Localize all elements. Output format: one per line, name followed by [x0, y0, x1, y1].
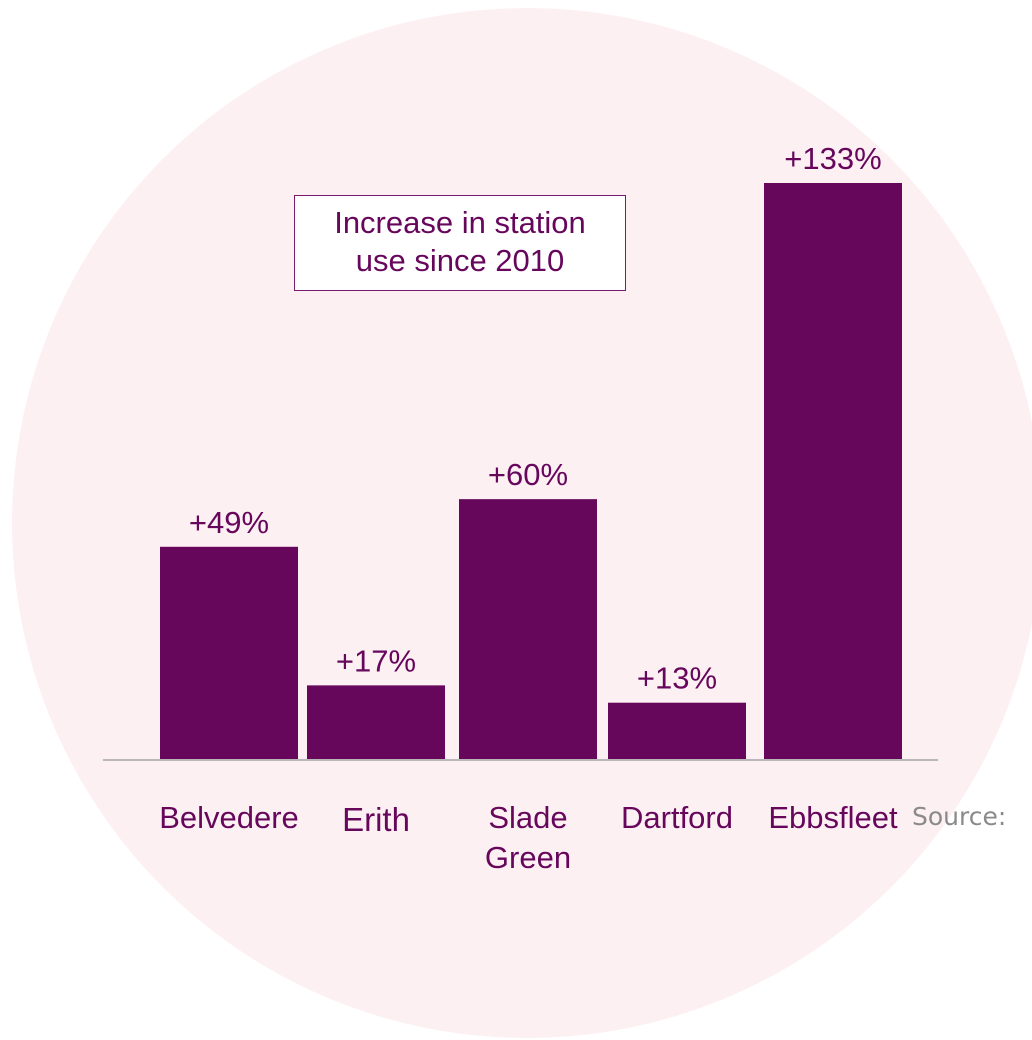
- category-label-2: Slade Green: [485, 800, 571, 875]
- bars-layer: [160, 183, 902, 759]
- category-label-3: Dartford: [621, 800, 733, 835]
- data-label-3: +13%: [637, 661, 717, 696]
- category-label-1: Erith: [342, 801, 410, 838]
- labels-layer: +49% Belvedere +17% Erith +60% Slade Green +13%…: [159, 141, 898, 875]
- chart-title: Increase in station use since 2010: [294, 195, 626, 291]
- category-label-4: Ebbsfleet: [768, 800, 898, 835]
- data-label-0: +49%: [189, 505, 269, 540]
- bar-2: [459, 499, 597, 759]
- data-label-2: +60%: [488, 457, 568, 492]
- bar-1: [307, 685, 445, 759]
- bar-3: [608, 702, 746, 759]
- category-label-0: Belvedere: [159, 800, 299, 835]
- bar-4: [764, 183, 902, 759]
- source-note: Source:: [912, 802, 1007, 831]
- data-label-4: +133%: [784, 141, 881, 176]
- data-label-1: +17%: [336, 643, 416, 678]
- bar-0: [160, 546, 298, 759]
